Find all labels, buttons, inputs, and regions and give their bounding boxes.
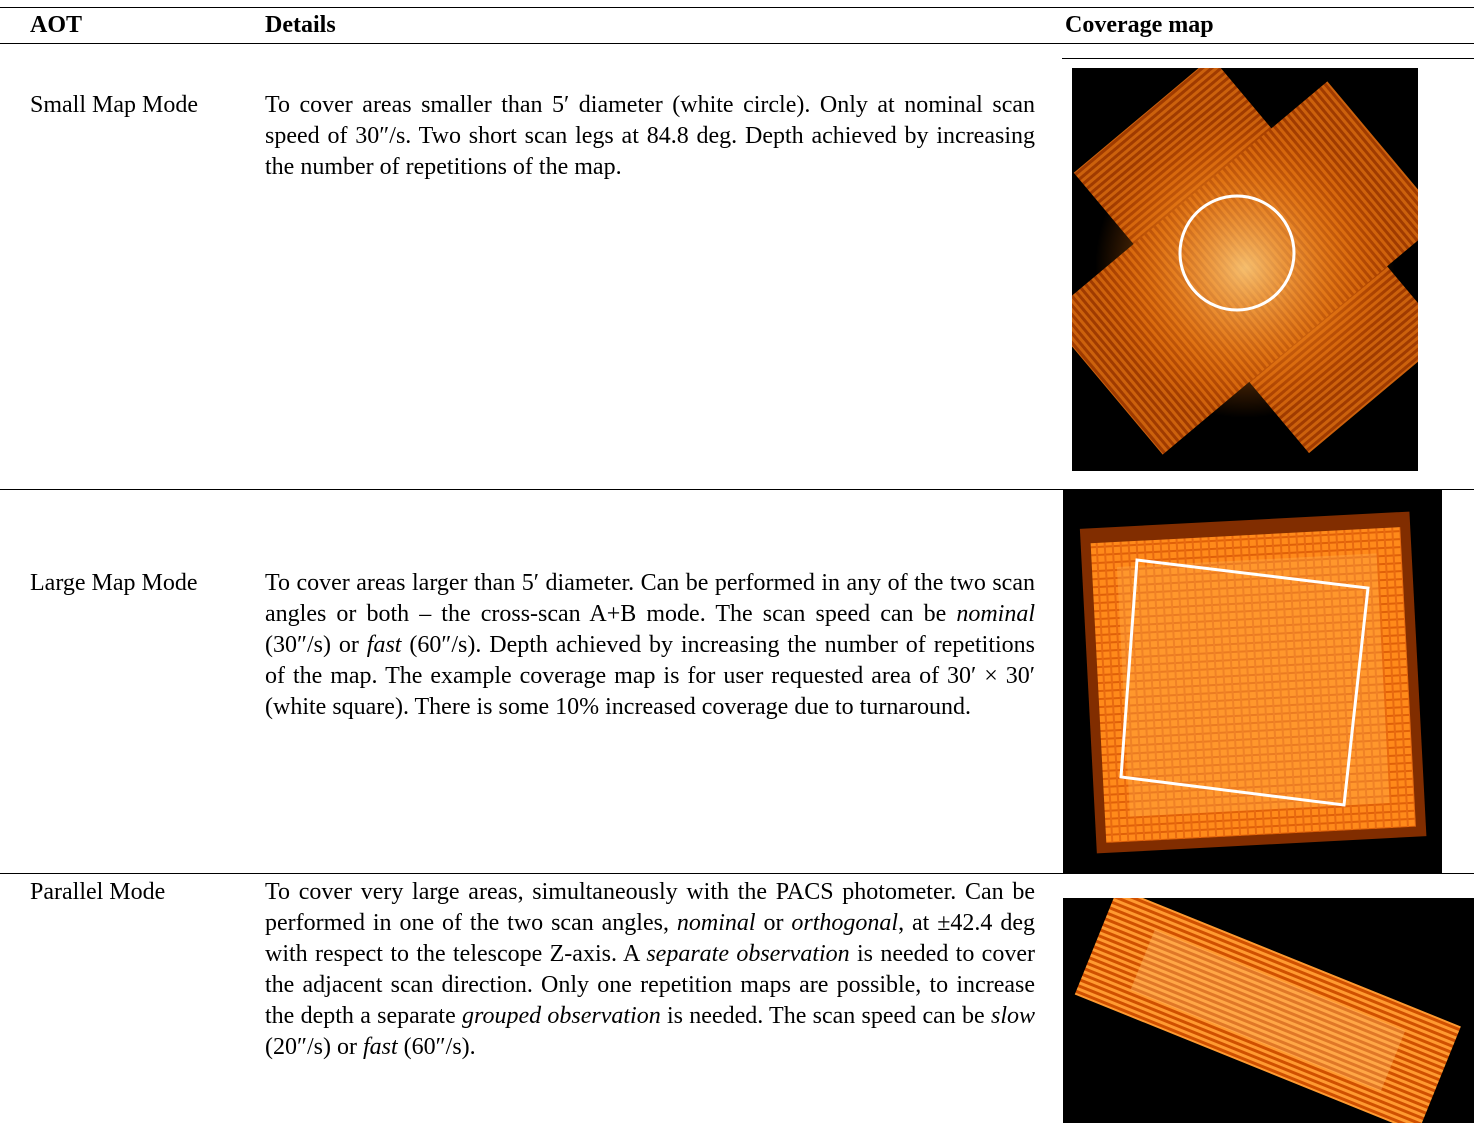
row-rule: [0, 489, 1474, 490]
top-rule: [0, 7, 1474, 8]
text-run: (60″/s).: [397, 1034, 476, 1060]
text-run: fast: [366, 632, 402, 658]
text-run: To cover very large areas, simultaneousl…: [265, 879, 1035, 936]
text-run: nominal: [676, 910, 756, 936]
header-details: Details: [265, 12, 336, 38]
coverage-map-parallel: [1063, 898, 1474, 1123]
text-run: , at ±42.4 deg with respect to the teles…: [265, 910, 1035, 967]
details-text: To cover very large areas, simultaneousl…: [265, 877, 1035, 1063]
coverage-map-large: [1063, 490, 1442, 873]
text-run: fast: [362, 1034, 398, 1060]
text-run: is needed to cover the adjacent scan dir…: [265, 941, 1035, 1029]
text-run: To cover areas smaller than 5′ diameter …: [265, 92, 1035, 180]
text-run: separate observation: [646, 941, 850, 967]
header-rule-2: [1062, 58, 1474, 59]
aot-name: Parallel Mode: [30, 879, 166, 905]
text-run: nominal: [956, 601, 1035, 627]
details-text: To cover areas smaller than 5′ diameter …: [265, 90, 1035, 183]
text-run: or: [755, 910, 792, 936]
text-run: To cover areas larger than 5′ diameter. …: [265, 570, 1035, 627]
text-run: is needed. The scan speed can be: [660, 1003, 991, 1029]
row-rule: [0, 873, 1474, 874]
text-run: (30″/s) or: [265, 632, 367, 658]
coverage-map-small: [1072, 68, 1418, 471]
text-run: grouped observation: [462, 1003, 661, 1029]
header-rule: [0, 43, 1474, 44]
text-run: orthogonal: [791, 910, 899, 936]
aot-name: Small Map Mode: [30, 92, 198, 118]
header-coverage: Coverage map: [1065, 12, 1214, 38]
aot-name: Large Map Mode: [30, 570, 198, 596]
text-run: (20″/s) or: [265, 1034, 363, 1060]
details-text: To cover areas larger than 5′ diameter. …: [265, 568, 1035, 723]
text-run: slow: [991, 1003, 1036, 1029]
header-aot: AOT: [30, 12, 83, 38]
text-run: (60″/s). Depth achieved by increasing th…: [265, 632, 1035, 720]
